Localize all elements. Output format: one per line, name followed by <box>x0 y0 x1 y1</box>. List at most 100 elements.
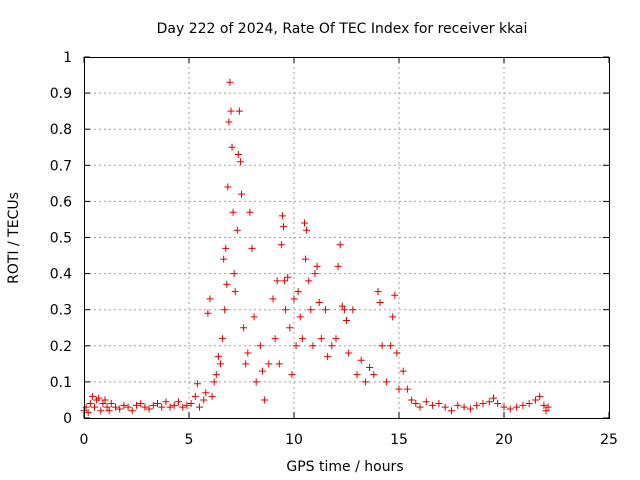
data-point <box>149 401 157 409</box>
data-point <box>82 403 90 411</box>
data-point <box>317 335 325 343</box>
data-point <box>271 335 279 343</box>
data-point <box>542 407 550 415</box>
data-point <box>101 396 109 404</box>
data-point <box>210 378 218 386</box>
data-point <box>540 401 548 409</box>
data-point <box>288 371 296 379</box>
data-point <box>500 403 508 411</box>
data-point <box>422 398 430 406</box>
data-point <box>233 226 241 234</box>
data-point <box>284 273 292 281</box>
data-point <box>217 360 224 368</box>
data-point <box>278 212 286 220</box>
data-point <box>479 400 487 408</box>
data-point <box>322 306 329 314</box>
data-point <box>298 335 306 343</box>
data-point <box>91 403 98 411</box>
data-point <box>112 403 119 411</box>
data-point <box>226 78 234 86</box>
data-point <box>349 306 357 314</box>
data-point <box>84 409 92 417</box>
y-tick-label: 0.1 <box>50 375 72 391</box>
data-point <box>225 118 233 126</box>
y-tick-label: 0 <box>63 411 72 427</box>
data-point <box>200 396 208 404</box>
data-point <box>311 270 319 278</box>
data-point <box>338 302 346 310</box>
data-point <box>223 280 231 288</box>
data-point <box>353 371 361 379</box>
data-point <box>193 380 201 388</box>
data-point <box>334 262 342 270</box>
data-point <box>387 342 395 350</box>
data-point <box>273 277 281 285</box>
x-axis-ticks: 0 5 10 15 20 25 <box>80 57 618 448</box>
data-point <box>179 403 187 411</box>
data-point <box>99 400 107 408</box>
data-point <box>95 394 103 402</box>
data-point <box>466 405 474 413</box>
data-point <box>227 107 235 115</box>
data-point <box>145 405 153 413</box>
data-point <box>204 309 212 317</box>
data-point <box>206 295 214 303</box>
data-point <box>393 349 401 357</box>
data-point <box>183 401 191 409</box>
data-point <box>196 403 203 411</box>
data-point <box>277 241 285 249</box>
data-point <box>282 306 290 314</box>
data-point <box>473 401 481 409</box>
data-point <box>336 241 344 249</box>
data-point <box>302 255 310 263</box>
data-point <box>259 367 266 375</box>
data-point <box>366 363 374 371</box>
data-point <box>88 392 96 400</box>
data-point <box>222 244 230 252</box>
data-point <box>230 270 238 278</box>
data-point <box>361 378 369 386</box>
data-point <box>220 255 228 263</box>
data-point <box>370 371 378 379</box>
data-point <box>307 306 315 314</box>
x-axis-label: GPS time / hours <box>286 459 403 475</box>
x-tick-label: 10 <box>285 432 303 448</box>
x-tick-label: 25 <box>600 432 618 448</box>
x-tick-label: 0 <box>80 432 89 448</box>
data-point <box>236 158 244 166</box>
data-point <box>544 403 552 411</box>
data-point <box>303 226 311 234</box>
data-point <box>519 401 527 409</box>
data-point <box>343 317 350 325</box>
data-point <box>248 244 256 252</box>
data-point <box>244 349 252 357</box>
data-point <box>191 392 199 400</box>
data-point <box>214 353 222 361</box>
data-point <box>116 405 124 413</box>
data-point <box>166 403 174 411</box>
x-tick-label: 5 <box>185 432 194 448</box>
data-point <box>441 403 449 411</box>
data-point <box>86 400 94 408</box>
data-point <box>137 400 145 408</box>
data-point <box>345 349 353 357</box>
data-point <box>382 378 390 386</box>
data-point <box>513 403 521 411</box>
data-point <box>290 295 298 303</box>
data-point <box>133 401 140 409</box>
data-point <box>357 356 365 364</box>
data-point <box>212 371 220 379</box>
data-point <box>124 403 132 411</box>
data-point <box>286 324 294 332</box>
data-point <box>187 400 195 408</box>
y-tick-label: 0.5 <box>50 231 72 247</box>
data-point <box>448 407 455 415</box>
data-point <box>429 401 437 409</box>
data-point <box>158 403 166 411</box>
data-point <box>107 400 115 408</box>
data-point <box>265 360 273 368</box>
data-point <box>416 403 424 411</box>
data-point <box>281 277 289 285</box>
data-point <box>301 219 308 227</box>
data-point <box>120 401 128 409</box>
